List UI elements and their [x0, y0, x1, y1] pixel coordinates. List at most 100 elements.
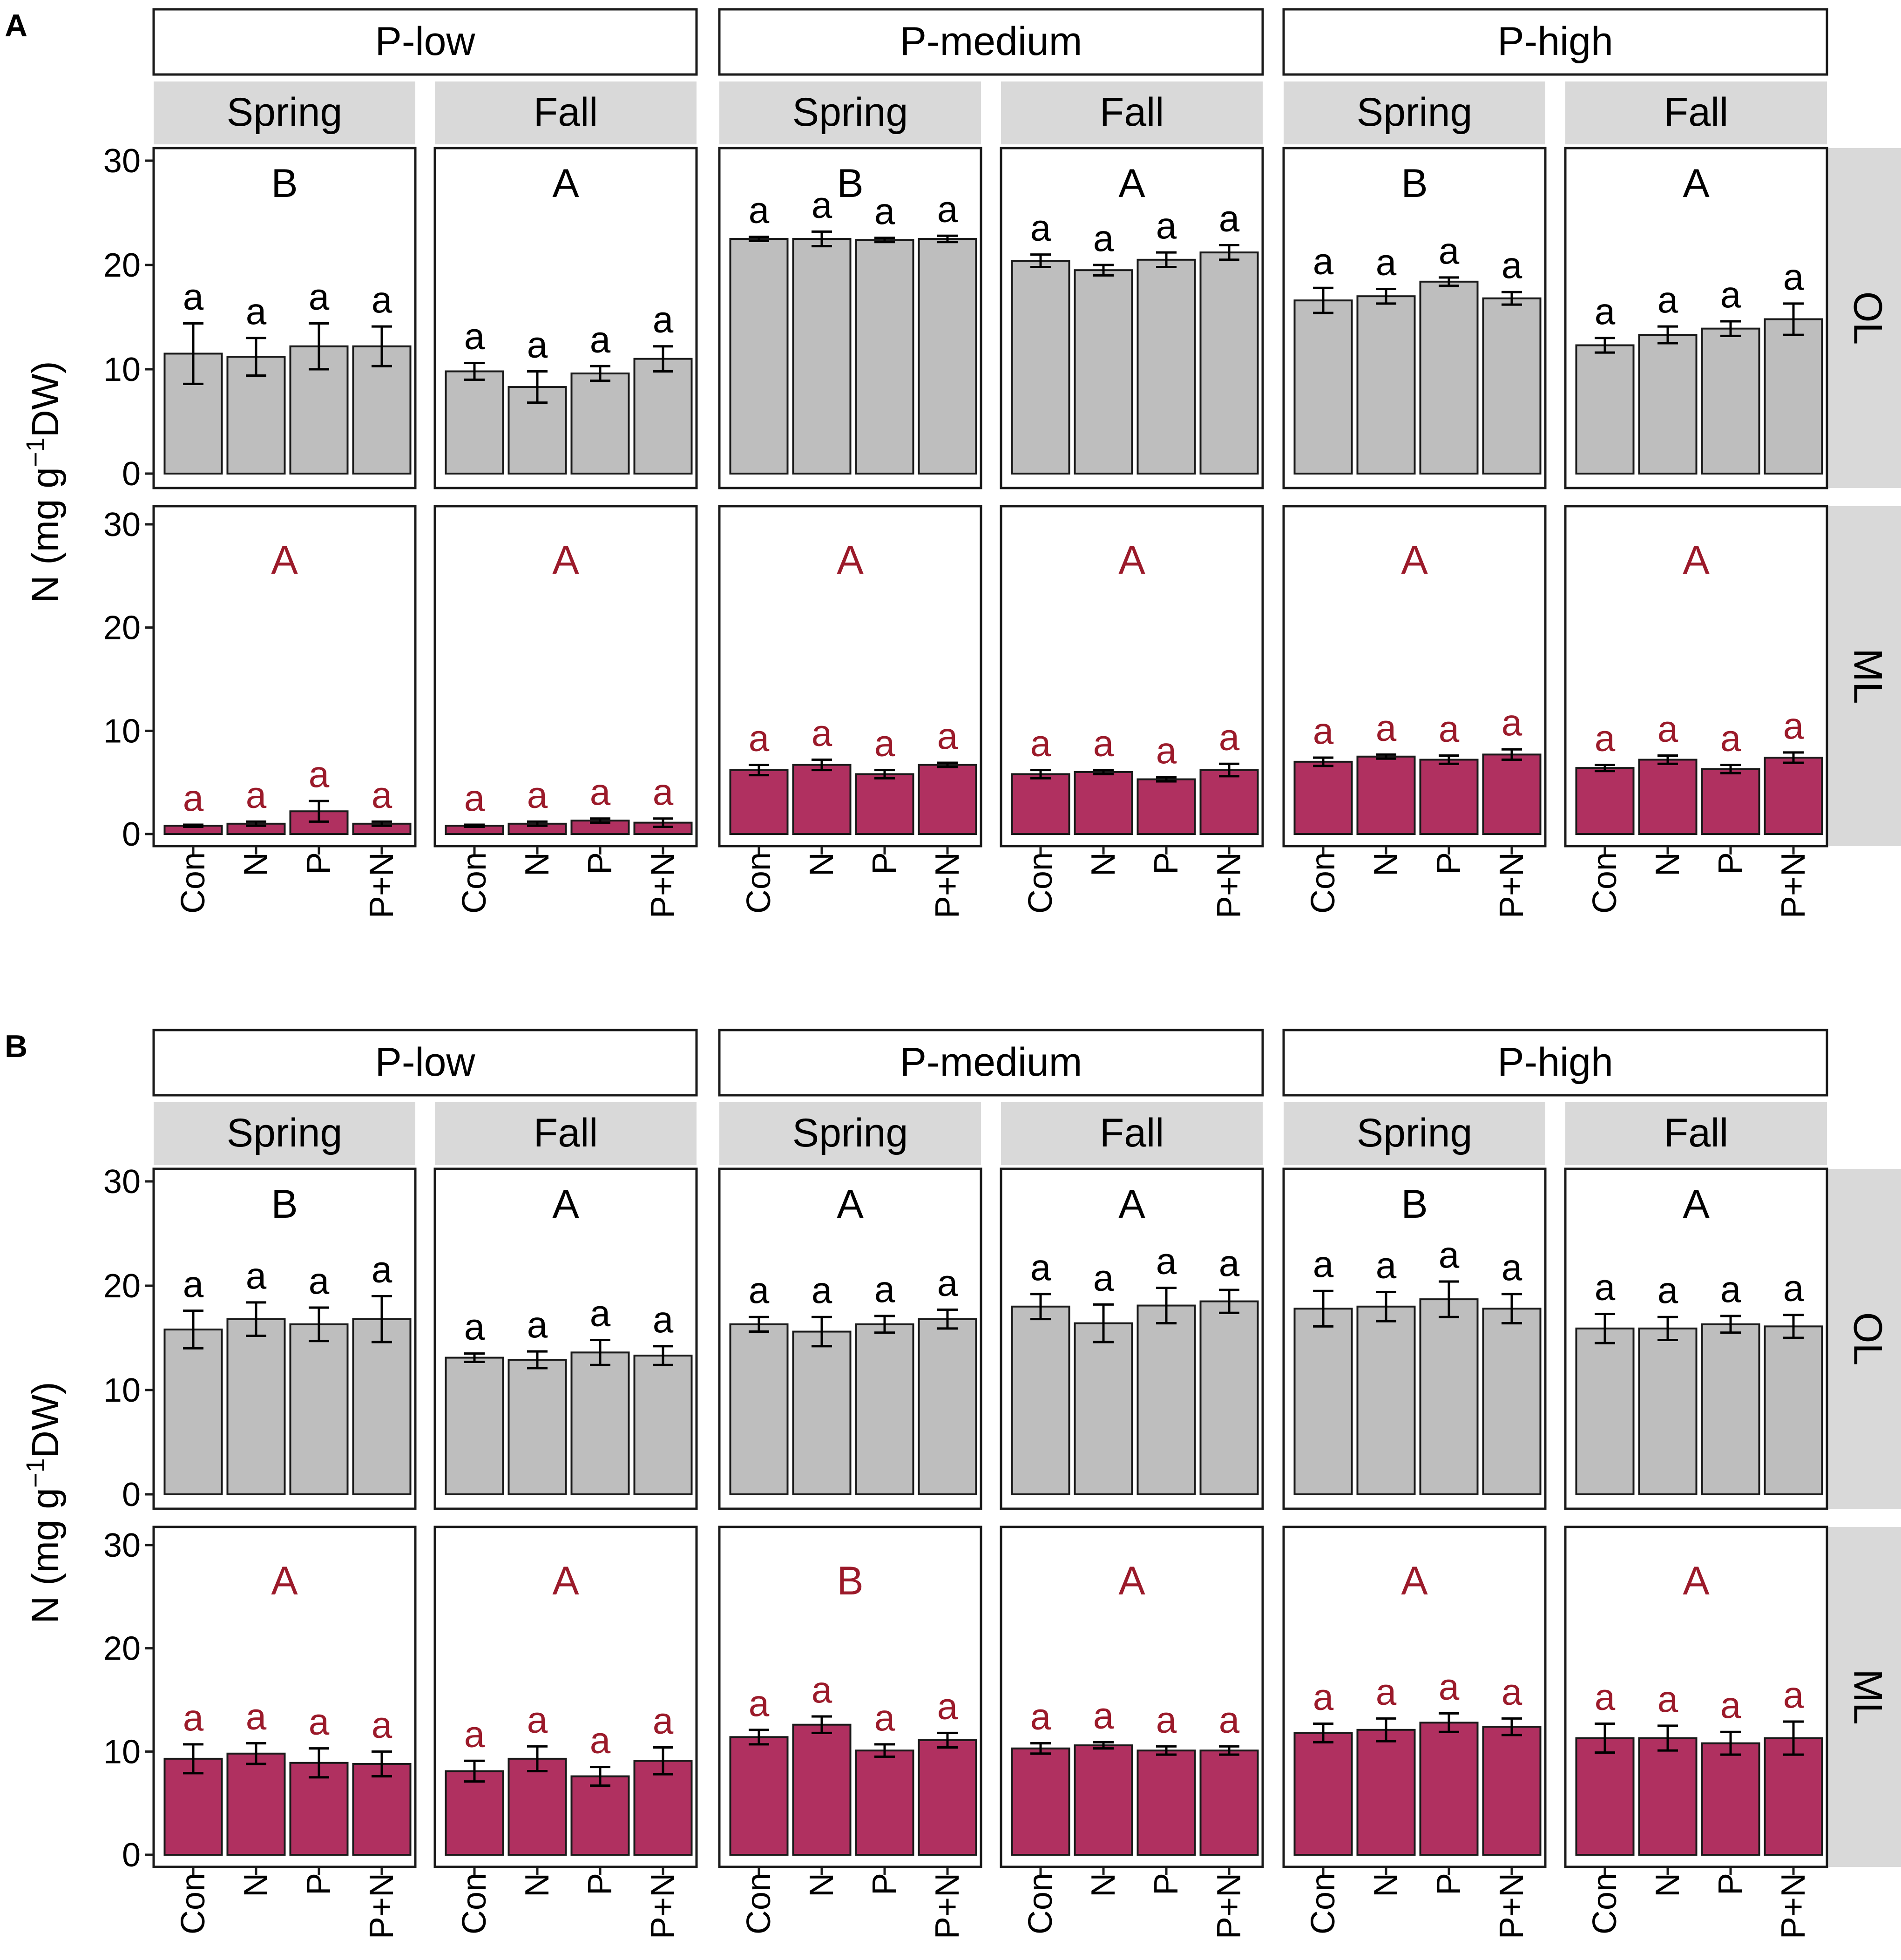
- season-strips: Spring Fall Spring Fall Spring Fall: [154, 1102, 1827, 1165]
- significance-letter: a: [372, 1704, 392, 1745]
- p-strip-label: P-medium: [900, 19, 1082, 64]
- significance-letter: a: [937, 715, 958, 757]
- y-tick-label: 0: [122, 816, 141, 853]
- significance-letter: a: [309, 1701, 330, 1743]
- season-strip-box: [719, 81, 981, 144]
- group-letter: A: [1401, 538, 1428, 583]
- bar-P+N: [633, 358, 693, 475]
- significance-letter: a: [183, 276, 204, 317]
- p-strip-label: P-low: [375, 19, 475, 64]
- season-strip-box: [154, 81, 415, 144]
- facet-P-high-Spring-OL: Ba a a a: [1282, 147, 1547, 489]
- significance-letter: a: [1313, 1676, 1334, 1717]
- y-axis-label-suffix: DW): [24, 1382, 67, 1458]
- bar-P+N: [1482, 753, 1542, 835]
- x-tick-label: N: [237, 852, 275, 876]
- layer-strip-box: [1828, 506, 1901, 846]
- bar-Con: [1011, 1305, 1070, 1496]
- bar-N: [1638, 334, 1698, 475]
- bar-N: [1074, 1322, 1133, 1495]
- x-tick-label: P+N: [644, 1873, 682, 1939]
- facet-P-medium-Spring-OL: Aa a a a: [718, 1167, 982, 1510]
- bar-P+N: [352, 345, 412, 475]
- group-letter: A: [1683, 161, 1710, 206]
- facet-P-medium-Fall-OL: Aa a a a: [1000, 147, 1264, 489]
- group-letter: B: [271, 161, 298, 206]
- significance-letter: a: [1783, 705, 1804, 746]
- bar-P+N: [1199, 1300, 1259, 1496]
- facet-P-low-Spring-OL: Ba a a a: [152, 1167, 417, 1510]
- significance-letter: a: [246, 774, 267, 815]
- significance-letter: a: [1720, 1268, 1741, 1310]
- x-tick-label: P: [866, 852, 903, 875]
- x-tick-label: P: [1712, 852, 1749, 875]
- x-tick-label: Con: [456, 852, 493, 914]
- significance-letter: a: [1439, 230, 1460, 271]
- significance-letter: a: [1595, 717, 1616, 759]
- facet-P-high-Spring-OL: Ba a a a: [1282, 1167, 1547, 1510]
- x-tick-label: P: [1148, 1873, 1185, 1895]
- significance-letter: a: [874, 1268, 895, 1310]
- x-tick-label: Con: [740, 1873, 778, 1934]
- significance-letter: a: [812, 1669, 832, 1710]
- bar-P: [1419, 280, 1479, 475]
- season-strip-label: Spring: [227, 90, 343, 135]
- bar-N: [792, 1330, 852, 1496]
- bar-Con: [1575, 344, 1635, 475]
- bar-P+N: [918, 1739, 977, 1856]
- significance-letter: a: [1093, 723, 1114, 764]
- bar-Con: [729, 1323, 789, 1495]
- significance-letter: a: [183, 1697, 204, 1738]
- group-letter: A: [552, 1559, 579, 1603]
- x-tick-label: P+N: [1211, 1873, 1248, 1939]
- bar-Con: [163, 1329, 223, 1496]
- bar-P: [855, 773, 914, 835]
- x-tick-label: Con: [740, 852, 778, 914]
- p-strip-label: P-high: [1497, 19, 1613, 64]
- significance-letter: a: [1030, 207, 1051, 249]
- facet-P-medium-Fall-OL: Aa a a a: [1000, 1167, 1264, 1510]
- y-tick-label: 30: [103, 506, 141, 543]
- significance-letter: a: [1156, 1699, 1177, 1740]
- significance-letter: a: [937, 1685, 958, 1727]
- facet-P-low-Fall-ML: Aa a a a Con N P P+N: [433, 1526, 698, 1939]
- bar-Con: [445, 1356, 504, 1496]
- y-tick-label: 30: [103, 1163, 141, 1200]
- p-strip-box: [1282, 1029, 1828, 1097]
- bar-N: [792, 1723, 852, 1856]
- bar-P: [1137, 778, 1196, 835]
- x-tick-label: Con: [175, 852, 212, 914]
- bar-P: [570, 372, 630, 475]
- x-tick-label: Con: [175, 1873, 212, 1934]
- bar-N: [1638, 1327, 1698, 1496]
- group-letter: A: [837, 1182, 864, 1227]
- bar-P: [1137, 1750, 1196, 1856]
- bar-Con: [1575, 767, 1635, 835]
- x-tick-label: Con: [1022, 852, 1059, 914]
- significance-letter: a: [1093, 1695, 1114, 1736]
- group-letter: A: [1683, 1182, 1710, 1227]
- x-tick-label: P+N: [1211, 852, 1248, 918]
- significance-letter: a: [1030, 1696, 1051, 1737]
- p-strip-label: P-low: [375, 1040, 475, 1085]
- season-strip-box: [435, 1102, 697, 1165]
- x-tick-label: P: [1430, 852, 1468, 875]
- x-tick-label: P: [582, 1873, 619, 1895]
- significance-letter: a: [1595, 291, 1616, 332]
- significance-letter: a: [653, 299, 674, 340]
- bar-Con: [729, 1736, 789, 1856]
- season-strip-box: [1284, 1102, 1545, 1165]
- bar-P+N: [918, 1318, 977, 1495]
- y-tick-label: 20: [103, 610, 141, 647]
- significance-letter: a: [1376, 242, 1397, 283]
- significance-letter: a: [1156, 730, 1177, 771]
- significance-letter: a: [1657, 1269, 1678, 1311]
- significance-letter: a: [1376, 1671, 1397, 1712]
- facet-P-low-Fall-OL: Aa a a a: [433, 1167, 698, 1510]
- y-tick-label: 20: [103, 247, 141, 284]
- season-strip-box: [1565, 81, 1827, 144]
- bar-Con: [1011, 1747, 1070, 1856]
- bar-N: [507, 1757, 567, 1856]
- panel-label: A: [5, 8, 27, 43]
- group-letter: A: [271, 538, 298, 583]
